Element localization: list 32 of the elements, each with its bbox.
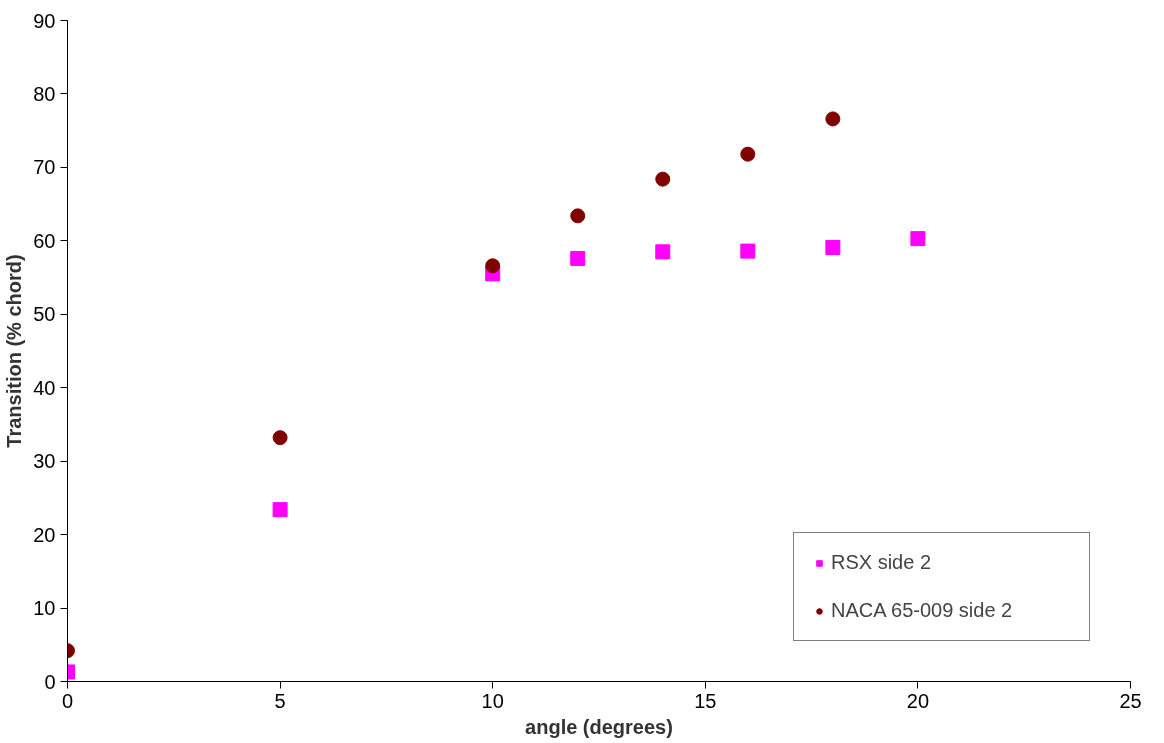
point xyxy=(825,111,841,127)
x-tick-label: 25 xyxy=(1119,689,1142,712)
x-tick-label: 15 xyxy=(694,689,717,712)
y-tick-label: 60 xyxy=(33,229,56,252)
x-tick-label: 0 xyxy=(61,689,74,712)
point xyxy=(740,146,756,162)
y-tick-label: 40 xyxy=(33,376,56,399)
x-tick-label: 20 xyxy=(906,689,930,712)
y-tick-label: 30 xyxy=(33,450,56,473)
y-tick-label: 10 xyxy=(33,597,56,620)
x-tick-label: 5 xyxy=(274,689,286,712)
y-axis-title: Transition (% chord) xyxy=(3,254,26,448)
point xyxy=(485,258,501,274)
x-axis-title: angle (degrees) xyxy=(525,715,673,738)
legend-label: NACA 65-009 side 2 xyxy=(831,599,1014,622)
y-tick-label: 70 xyxy=(33,156,56,179)
point xyxy=(272,502,288,518)
point xyxy=(740,243,756,259)
point xyxy=(570,250,586,266)
y-tick-label: 90 xyxy=(33,9,56,32)
point xyxy=(655,171,671,187)
point xyxy=(272,430,288,446)
x-tick-label: 10 xyxy=(481,689,504,712)
y-tick-label: 20 xyxy=(33,523,56,546)
point xyxy=(825,239,841,255)
point xyxy=(655,244,671,260)
legend-label: RSX side 2 xyxy=(831,551,933,574)
y-tick-label: 0 xyxy=(44,670,56,693)
y-tick-label: 80 xyxy=(33,82,56,105)
point xyxy=(910,231,926,247)
y-tick-label: 50 xyxy=(33,303,56,326)
point xyxy=(570,208,586,224)
